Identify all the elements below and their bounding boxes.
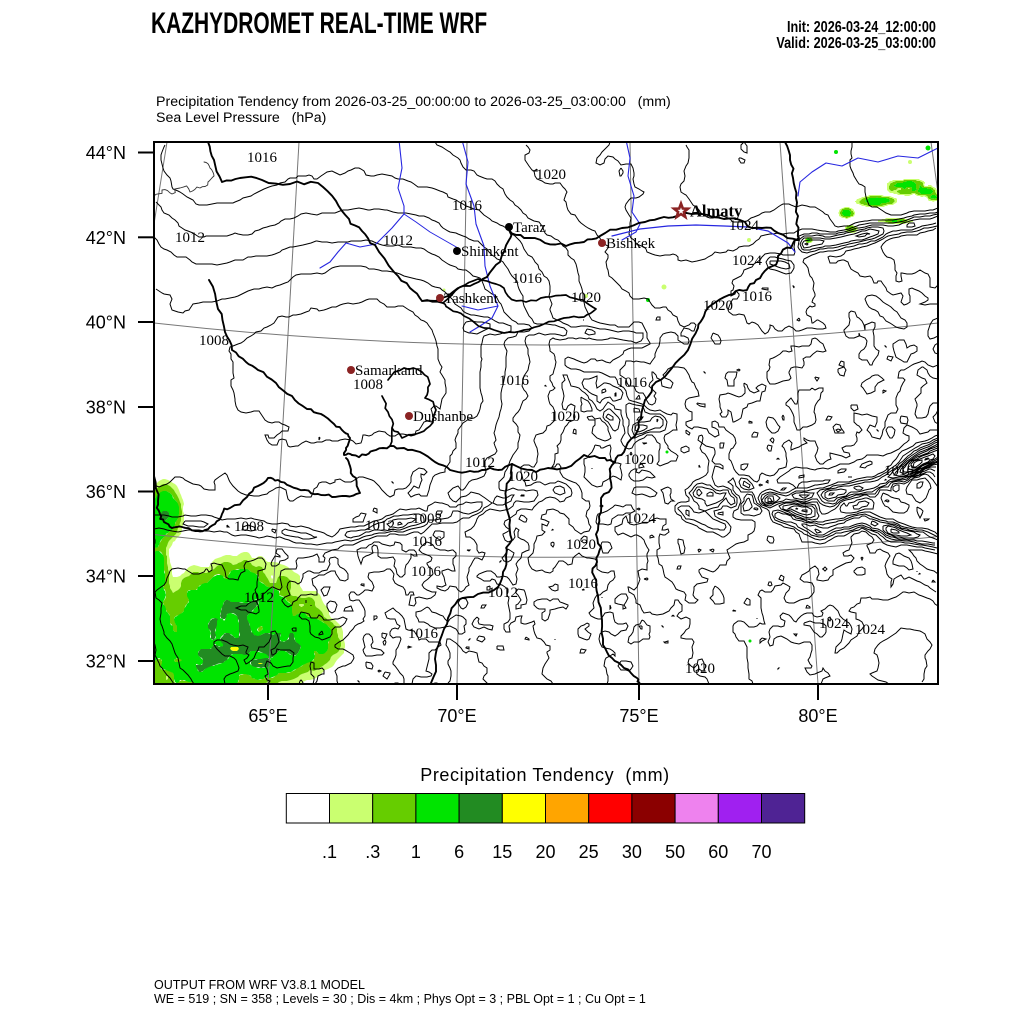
- svg-text:1020: 1020: [571, 290, 601, 306]
- svg-text:44°N: 44°N: [86, 143, 126, 163]
- svg-text:20: 20: [535, 842, 555, 862]
- svg-text:60: 60: [708, 842, 728, 862]
- svg-text:70°E: 70°E: [437, 706, 476, 726]
- svg-text:Taraz: Taraz: [513, 220, 546, 236]
- svg-text:Precipitation Tendency (mm): Precipitation Tendency (mm): [420, 765, 670, 785]
- svg-text:15: 15: [492, 842, 512, 862]
- svg-text:.3: .3: [365, 842, 380, 862]
- svg-text:1024: 1024: [732, 253, 763, 269]
- svg-text:Dushanbe: Dushanbe: [413, 409, 473, 425]
- svg-text:42°N: 42°N: [86, 228, 126, 248]
- svg-text:40°N: 40°N: [86, 313, 126, 333]
- svg-text:75°E: 75°E: [619, 706, 658, 726]
- svg-text:36°N: 36°N: [86, 482, 126, 502]
- svg-text:6: 6: [454, 842, 464, 862]
- svg-text:1008: 1008: [234, 519, 264, 535]
- svg-text:1020: 1020: [508, 469, 538, 485]
- svg-text:1020: 1020: [703, 298, 733, 314]
- svg-text:1016: 1016: [412, 534, 443, 550]
- svg-text:1012: 1012: [365, 518, 395, 534]
- svg-text:1020: 1020: [624, 452, 654, 468]
- svg-text:.1: .1: [322, 842, 337, 862]
- svg-text:1012: 1012: [244, 590, 274, 606]
- svg-text:1016: 1016: [617, 375, 648, 391]
- svg-text:1008: 1008: [412, 511, 442, 527]
- svg-text:1016: 1016: [452, 198, 483, 214]
- svg-text:Bishkek: Bishkek: [606, 236, 656, 252]
- svg-text:1016: 1016: [499, 373, 530, 389]
- svg-text:1020: 1020: [550, 409, 580, 425]
- svg-text:1016: 1016: [568, 576, 599, 592]
- svg-text:1024: 1024: [855, 622, 886, 638]
- svg-text:Samarkand: Samarkand: [355, 363, 423, 379]
- svg-text:1024: 1024: [626, 511, 657, 527]
- svg-text:1016: 1016: [247, 150, 278, 166]
- svg-text:1016: 1016: [408, 626, 439, 642]
- svg-text:1020: 1020: [536, 167, 566, 183]
- svg-text:70: 70: [751, 842, 771, 862]
- svg-text:34°N: 34°N: [86, 567, 126, 587]
- svg-text:1016: 1016: [742, 289, 773, 305]
- svg-text:25: 25: [579, 842, 599, 862]
- svg-text:1016: 1016: [411, 564, 442, 580]
- svg-text:65°E: 65°E: [248, 706, 287, 726]
- svg-text:1024: 1024: [819, 616, 850, 632]
- svg-text:1016: 1016: [884, 463, 915, 479]
- svg-text:1008: 1008: [353, 377, 383, 393]
- svg-text:1012: 1012: [383, 233, 413, 249]
- svg-text:Shimkent: Shimkent: [461, 244, 519, 260]
- svg-text:32°N: 32°N: [86, 652, 126, 672]
- svg-text:1020: 1020: [566, 537, 596, 553]
- svg-text:1024: 1024: [729, 218, 760, 234]
- svg-text:38°N: 38°N: [86, 398, 126, 418]
- svg-text:1008: 1008: [199, 333, 229, 349]
- svg-text:1012: 1012: [175, 230, 205, 246]
- svg-text:Almaty: Almaty: [690, 202, 743, 221]
- svg-text:50: 50: [665, 842, 685, 862]
- svg-text:1012: 1012: [465, 455, 495, 471]
- svg-text:Tashkent: Tashkent: [444, 291, 499, 307]
- svg-text:1: 1: [411, 842, 421, 862]
- svg-text:30: 30: [622, 842, 642, 862]
- svg-text:1020: 1020: [685, 661, 715, 677]
- svg-text:1016: 1016: [512, 271, 543, 287]
- svg-text:80°E: 80°E: [798, 706, 837, 726]
- svg-text:1012: 1012: [488, 585, 518, 601]
